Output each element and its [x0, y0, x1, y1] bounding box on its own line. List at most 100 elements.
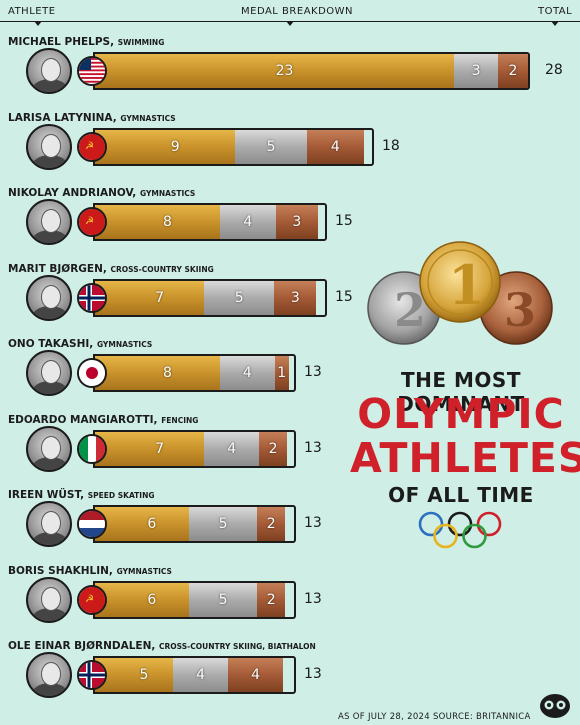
athlete-portrait [26, 501, 72, 547]
flag-ussr-icon: ☭ [77, 584, 107, 615]
total-value: 18 [382, 137, 400, 154]
athlete-sport: GYMNASTICS [139, 189, 196, 198]
medal-bar: 23 3 2 [93, 52, 530, 90]
athlete-label: MARIT BJØRGEN, CROSS-COUNTRY SKIING [8, 263, 214, 275]
bar-segment-gold: 8 [115, 205, 220, 239]
flag-norway-icon [77, 282, 107, 313]
header-athlete-pointer-icon [34, 21, 42, 26]
footer-source: AS OF JULY 28, 2024 SOURCE: BRITANNICA [338, 712, 531, 722]
bar-segment-silver: 4 [173, 658, 229, 692]
bar-segment-gold: 6 [115, 507, 189, 541]
bar-segment-silver: 4 [219, 356, 275, 390]
flag-italy-icon [77, 433, 107, 464]
athlete-label: IREEN WÜST, SPEED SKATING [8, 489, 155, 501]
bar-segment-bronze: 2 [257, 582, 285, 617]
athlete-name: ONO TAKASHI, [8, 338, 97, 350]
flag-japan-icon [77, 358, 107, 388]
athlete-sport: CROSS-COUNTRY SKIING, BIATHALON [159, 642, 316, 651]
total-value: 28 [545, 62, 563, 78]
total-value: 13 [304, 364, 322, 380]
title-line-4: OF ALL TIME [388, 483, 534, 507]
bar-segment-gold: 23 [115, 54, 454, 88]
header-total-pointer-icon [551, 21, 559, 26]
total-value: 13 [304, 666, 322, 682]
athlete-label: LARISA LATYNINA, GYMNASTICS [8, 112, 176, 124]
athlete-sport: SWIMMING [117, 38, 165, 47]
bar-segment-bronze: 3 [275, 205, 318, 239]
athlete-sport: GYMNASTICS [116, 566, 172, 576]
total-value: 15 [335, 213, 353, 229]
athlete-portrait [26, 48, 72, 94]
svg-text:☭: ☭ [85, 216, 94, 227]
olympic-rings-icon [418, 511, 502, 549]
svg-text:1: 1 [448, 253, 486, 317]
bar-segment-silver: 5 [204, 280, 275, 315]
athlete-name: MICHAEL PHELPS, [8, 36, 118, 48]
bar-segment-gold: 7 [115, 431, 205, 466]
bar-segment-silver: 5 [188, 507, 258, 541]
athlete-portrait [26, 123, 72, 170]
bar-segment-bronze: 1 [274, 356, 289, 390]
total-value: 15 [335, 288, 353, 305]
bar-segment-gold: 7 [115, 280, 205, 315]
athlete-label: BORIS SHAKHLIN, GYMNASTICS [8, 565, 172, 577]
athlete-name: LARISA LATYNINA, [8, 111, 121, 124]
bar-segment-bronze: 4 [228, 658, 284, 692]
svg-text:☭: ☭ [85, 141, 94, 152]
total-value: 13 [304, 590, 322, 607]
header-breakdown-pointer-icon [286, 21, 294, 26]
bar-segment-bronze: 2 [259, 431, 287, 466]
athlete-label: MICHAEL PHELPS, SWIMMING [8, 36, 164, 48]
athlete-sport: CROSS-COUNTRY SKIING [110, 264, 214, 274]
medals-illustration-icon: 2 3 1 [367, 241, 553, 345]
bar-segment-gold: 6 [115, 582, 189, 617]
athlete-sport: SPEED SKATING [87, 491, 155, 500]
bar-segment-bronze: 3 [274, 280, 317, 315]
athlete-name: IREEN WÜST, [8, 489, 88, 501]
title-line-2: OLYMPIC [357, 390, 565, 438]
flag-norway-icon [77, 660, 107, 690]
athlete-name: BORIS SHAKHLIN, [8, 564, 117, 577]
total-value: 13 [304, 439, 322, 456]
header-medal-breakdown: MEDAL BREAKDOWN [241, 6, 354, 17]
athlete-name: EDOARDO MANGIAROTTI, [8, 413, 162, 426]
athlete-portrait [26, 576, 72, 623]
athlete-label: OLE EINAR BJØRNDALEN, CROSS-COUNTRY SKII… [8, 640, 316, 652]
athlete-portrait [26, 274, 72, 321]
athlete-sport: FENCING [161, 415, 199, 425]
athlete-portrait [26, 199, 72, 245]
flag-ussr-icon: ☭ [77, 207, 107, 237]
bar-segment-gold: 5 [115, 658, 174, 692]
bar-segment-silver: 4 [204, 431, 260, 466]
bar-segment-bronze: 4 [306, 129, 364, 164]
brand-logo-icon [540, 694, 570, 718]
bar-segment-silver: 4 [219, 205, 276, 239]
athlete-portrait [26, 652, 72, 698]
athlete-label: ONO TAKASHI, GYMNASTICS [8, 338, 152, 350]
bar-segment-silver: 5 [188, 582, 258, 617]
bar-segment-silver: 3 [453, 54, 499, 88]
athlete-name: OLE EINAR BJØRNDALEN, [8, 640, 160, 652]
header-total: TOTAL [538, 6, 573, 17]
bar-segment-silver: 5 [235, 129, 307, 164]
bar-segment-gold: 9 [115, 129, 236, 164]
title-line-1: THE MOST DOMINANT [397, 368, 525, 416]
bar-segment-bronze: 2 [498, 54, 528, 88]
athlete-portrait [26, 425, 72, 472]
flag-ussr-icon: ☭ [77, 131, 107, 162]
total-value: 13 [304, 515, 322, 531]
athlete-portrait [26, 350, 72, 396]
bar-segment-bronze: 2 [257, 507, 285, 541]
athlete-sport: GYMNASTICS [96, 340, 153, 349]
athlete-sport: GYMNASTICS [120, 113, 176, 123]
flag-netherlands-icon [77, 509, 107, 539]
header-athlete: ATHLETE [8, 6, 56, 17]
bar-segment-gold: 8 [115, 356, 220, 390]
